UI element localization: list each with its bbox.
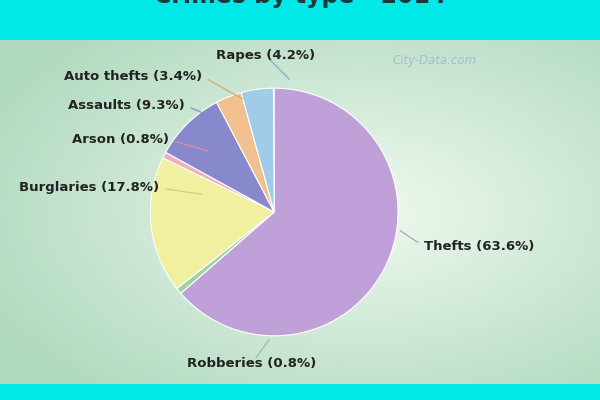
Wedge shape — [217, 93, 274, 212]
Text: City-Data.com: City-Data.com — [392, 54, 476, 67]
Text: Burglaries (17.8%): Burglaries (17.8%) — [19, 182, 159, 194]
Wedge shape — [151, 158, 274, 288]
Text: Thefts (63.6%): Thefts (63.6%) — [424, 240, 534, 253]
Wedge shape — [241, 88, 274, 212]
Wedge shape — [163, 152, 274, 212]
Text: Robberies (0.8%): Robberies (0.8%) — [187, 357, 316, 370]
Text: Rapes (4.2%): Rapes (4.2%) — [216, 49, 315, 62]
Wedge shape — [166, 102, 274, 212]
Wedge shape — [177, 212, 274, 293]
Wedge shape — [181, 88, 398, 336]
Text: Auto thefts (3.4%): Auto thefts (3.4%) — [64, 70, 202, 83]
Text: Assaults (9.3%): Assaults (9.3%) — [68, 99, 185, 112]
Text: Crimes by type - 2014: Crimes by type - 2014 — [154, 0, 446, 8]
Text: Arson (0.8%): Arson (0.8%) — [72, 133, 169, 146]
